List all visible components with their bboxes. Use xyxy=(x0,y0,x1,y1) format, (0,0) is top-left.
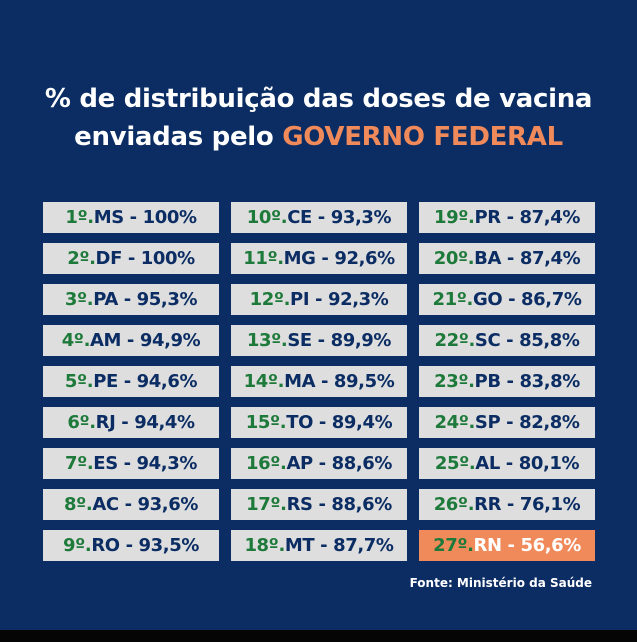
rank-number: 18º. xyxy=(244,535,285,556)
state-percentage: ES - 94,3% xyxy=(93,453,198,474)
rank-number: 6º. xyxy=(67,412,96,433)
state-percentage: SC - 85,8% xyxy=(474,330,580,351)
state-percentage: PR - 87,4% xyxy=(474,207,580,228)
bottom-bar xyxy=(0,630,637,642)
rank-number: 19º. xyxy=(434,207,475,228)
ranking-cell: 14º. MA - 89,5% xyxy=(231,366,407,397)
ranking-cell: 11º. MG - 92,6% xyxy=(231,243,407,274)
state-percentage: AC - 93,6% xyxy=(92,494,198,515)
state-percentage: RO - 93,5% xyxy=(91,535,199,556)
ranking-cell: 15º. TO - 89,4% xyxy=(231,407,407,438)
ranking-cell: 17º. RS - 88,6% xyxy=(231,489,407,520)
state-percentage: RN - 56,6% xyxy=(473,535,582,556)
rank-number: 26º. xyxy=(433,494,475,515)
state-percentage: CE - 93,3% xyxy=(287,207,392,228)
rank-number: 24º. xyxy=(434,412,475,433)
state-percentage: BA - 87,4% xyxy=(474,248,581,269)
state-percentage: AP - 88,6% xyxy=(286,453,393,474)
ranking-cell: 10º. CE - 93,3% xyxy=(231,202,407,233)
ranking-cell: 25º. AL - 80,1% xyxy=(419,448,595,479)
ranking-cell: 2º. DF - 100% xyxy=(43,243,219,274)
ranking-cell: 16º. AP - 88,6% xyxy=(231,448,407,479)
state-percentage: PE - 94,6% xyxy=(93,371,198,392)
rank-number: 3º. xyxy=(64,289,94,310)
rank-number: 23º. xyxy=(434,371,475,392)
rank-number: 17º. xyxy=(246,494,287,515)
rank-number: 20º. xyxy=(433,248,475,269)
ranking-cell: 20º. BA - 87,4% xyxy=(419,243,595,274)
ranking-cell: 7º. ES - 94,3% xyxy=(43,448,219,479)
rank-number: 1º. xyxy=(65,207,94,228)
ranking-cell: 18º. MT - 87,7% xyxy=(231,530,407,561)
state-percentage: DF - 100% xyxy=(95,248,196,269)
ranking-cell: 5º. PE - 94,6% xyxy=(43,366,219,397)
state-percentage: PB - 83,8% xyxy=(474,371,581,392)
title-line-1: % de distribuição das doses de vacina xyxy=(44,84,593,114)
state-percentage: RJ - 94,4% xyxy=(95,412,195,433)
ranking-cell: 6º. RJ - 94,4% xyxy=(43,407,219,438)
rank-number: 13º. xyxy=(246,330,288,351)
state-percentage: AL - 80,1% xyxy=(475,453,580,474)
ranking-cell: 4º. AM - 94,9% xyxy=(43,325,219,356)
state-percentage: PA - 95,3% xyxy=(93,289,198,310)
rank-number: 9º. xyxy=(63,535,92,556)
rank-number: 7º. xyxy=(64,453,94,474)
rank-number: 14º. xyxy=(243,371,285,392)
title-line-2: enviadas pelo GOVERNO FEDERAL xyxy=(0,118,637,156)
title-highlight: GOVERNO FEDERAL xyxy=(282,122,563,152)
state-percentage: RS - 88,6% xyxy=(286,494,393,515)
ranking-cell: 13º. SE - 89,9% xyxy=(231,325,407,356)
state-percentage: MS - 100% xyxy=(93,207,197,228)
state-percentage: GO - 86,7% xyxy=(472,289,582,310)
rank-number: 8º. xyxy=(64,494,93,515)
rank-number: 16º. xyxy=(245,453,287,474)
ranking-cell: 24º. SP - 82,8% xyxy=(419,407,595,438)
ranking-cell: 9º. RO - 93,5% xyxy=(43,530,219,561)
state-percentage: RR - 76,1% xyxy=(474,494,581,515)
state-percentage: PI - 92,3% xyxy=(290,289,389,310)
ranking-cell: 19º. PR - 87,4% xyxy=(419,202,595,233)
source-credit: Fonte: Ministério da Saúde xyxy=(409,576,592,590)
ranking-cell: 26º. RR - 76,1% xyxy=(419,489,595,520)
title-line-2-prefix: enviadas pelo xyxy=(74,122,283,152)
rank-number: 15º. xyxy=(245,412,287,433)
rank-number: 21º. xyxy=(432,289,474,310)
ranking-cell: 3º. PA - 95,3% xyxy=(43,284,219,315)
rank-number: 25º. xyxy=(434,453,476,474)
page-title: % de distribuição das doses de vacina en… xyxy=(0,80,637,156)
state-percentage: MG - 92,6% xyxy=(283,248,396,269)
ranking-cell-highlight: 27º. RN - 56,6% xyxy=(419,530,595,561)
ranking-cell: 12º. PI - 92,3% xyxy=(231,284,407,315)
rank-number: 4º. xyxy=(61,330,91,351)
rank-number: 27º. xyxy=(433,535,474,556)
state-percentage: SE - 89,9% xyxy=(287,330,392,351)
rank-number: 5º. xyxy=(64,371,94,392)
ranking-grid: 1º. MS - 100% 10º. CE - 93,3% 19º. PR - 87… xyxy=(43,202,595,561)
ranking-cell: 8º. AC - 93,6% xyxy=(43,489,219,520)
state-percentage: AM - 94,9% xyxy=(90,330,201,351)
rank-number: 22º. xyxy=(434,330,475,351)
rank-number: 2º. xyxy=(67,248,96,269)
state-percentage: MT - 87,7% xyxy=(284,535,394,556)
ranking-cell: 21º. GO - 86,7% xyxy=(419,284,595,315)
state-percentage: SP - 82,8% xyxy=(474,412,580,433)
ranking-cell: 1º. MS - 100% xyxy=(43,202,219,233)
state-percentage: TO - 89,4% xyxy=(286,412,393,433)
rank-number: 12º. xyxy=(249,289,291,310)
rank-number: 11º. xyxy=(243,248,284,269)
ranking-cell: 23º. PB - 83,8% xyxy=(419,366,595,397)
state-percentage: MA - 89,5% xyxy=(284,371,395,392)
rank-number: 10º. xyxy=(246,207,288,228)
ranking-cell: 22º. SC - 85,8% xyxy=(419,325,595,356)
